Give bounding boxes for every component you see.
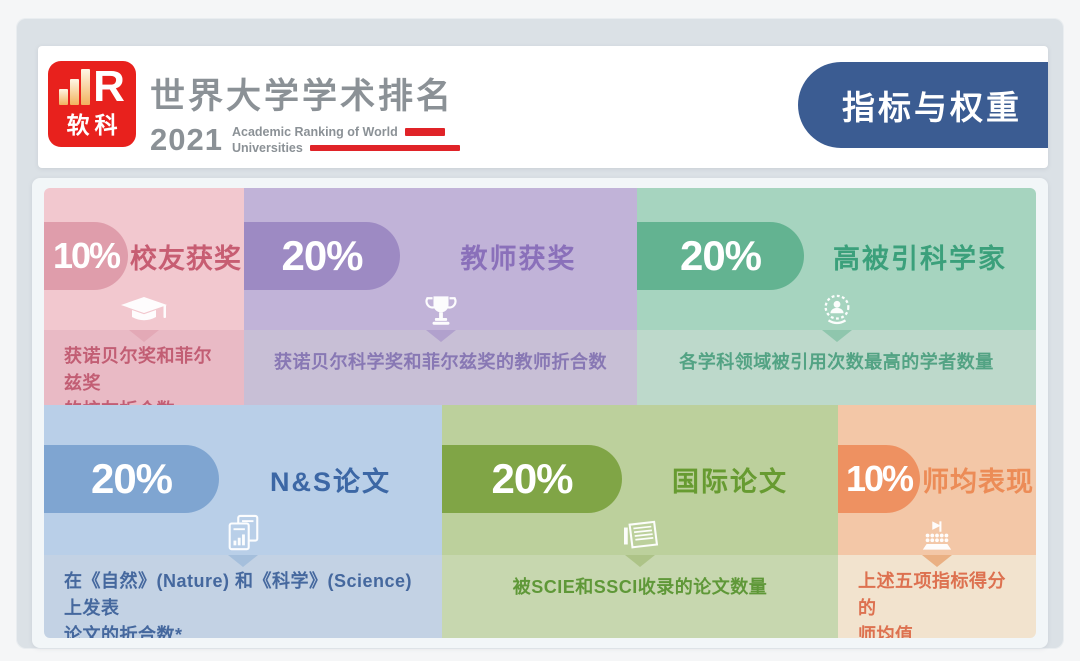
red-dash-icon <box>404 128 445 136</box>
red-line-icon <box>309 145 460 151</box>
weight-percent: 10% <box>845 458 914 499</box>
indicator-desc: 各学科领域被引用次数最高的学者数量 <box>679 352 994 372</box>
logo-r-glyph: R <box>93 61 125 111</box>
document-stack-icon <box>620 520 660 552</box>
card-desc-section: 上述五项指标得分的 师均值 <box>838 555 1036 638</box>
card-grid: 10% 校友获奖 获诺贝尔奖和菲尔兹奖 的校友折合数 <box>44 188 1036 638</box>
card-ns-papers: 20% N&S论文 <box>44 405 442 638</box>
card-desc-section: 获诺贝尔科学奖和菲尔兹奖的教师折合数 <box>244 330 637 405</box>
weight-pill: 20% <box>244 222 400 290</box>
indicator-label: 校友获奖 <box>130 243 242 274</box>
notch-pointer-icon <box>922 555 952 567</box>
card-top-section: 20% 高被引科学家 <box>637 188 1036 330</box>
header-card: R 软科 世界大学学术排名 2021 Academic Ranking of W… <box>38 46 1048 168</box>
papers-icon <box>225 514 261 552</box>
subtitle-line2: Universities <box>231 141 303 155</box>
weight-pill: 10% <box>838 445 920 513</box>
subtitle-line1: Academic Ranking of World <box>231 125 398 139</box>
weight-percent: 20% <box>90 455 173 502</box>
card-desc-section: 在《自然》(Nature) 和《科学》(Science)上发表 论文的折合数* … <box>44 555 442 638</box>
card-desc-section: 被SCIE和SSCI收录的论文数量 <box>442 555 838 638</box>
card-international-papers: 20% 国际论文 <box>442 405 838 638</box>
subtitle: Academic Ranking of World Universities <box>232 125 460 155</box>
indicator-label: N&S论文 <box>269 466 391 497</box>
laurel-scholar-icon <box>820 293 854 327</box>
indicator-desc: 获诺贝尔科学奖和菲尔兹奖的教师折合数 <box>274 352 607 372</box>
weight-pill: 10% <box>44 222 128 290</box>
indicator-desc: 获诺贝尔奖和菲尔兹奖 的校友折合数 <box>64 346 212 405</box>
logo-text: 软科 <box>66 112 123 138</box>
content-panel: 10% 校友获奖 获诺贝尔奖和菲尔兹奖 的校友折合数 <box>32 178 1048 648</box>
notch-pointer-icon <box>625 555 655 567</box>
title-block: 世界大学学术排名 2021 Academic Ranking of World … <box>150 68 460 158</box>
graduation-cap-icon <box>121 297 167 327</box>
page-title: 世界大学学术排名 <box>150 77 455 116</box>
card-highly-cited-researchers: 20% 高被引科学家 各学科领域被引用次数最高的学者数量 <box>637 188 1036 405</box>
ruanke-logo: R 软科 <box>48 61 136 147</box>
card-per-capita-performance: 10% 师均表现 上述五项指标 <box>838 405 1036 638</box>
card-alumni-awards: 10% 校友获奖 获诺贝尔奖和菲尔兹奖 的校友折合数 <box>44 188 244 405</box>
weight-percent: 20% <box>491 455 573 502</box>
indicator-label: 高被引科学家 <box>833 243 1007 274</box>
notch-pointer-icon <box>425 330 456 342</box>
card-top-section: 10% 师均表现 <box>838 405 1036 555</box>
weight-percent: 20% <box>281 232 363 279</box>
indicator-desc: 被SCIE和SSCI收录的论文数量 <box>512 577 768 597</box>
logo-bars-icon: R <box>59 61 125 111</box>
trophy-icon <box>424 294 457 327</box>
indicator-desc: 上述五项指标得分的 师均值 <box>858 571 1006 638</box>
card-desc-section: 获诺贝尔奖和菲尔兹奖 的校友折合数 <box>44 330 244 405</box>
card-top-section: 10% 校友获奖 <box>44 188 244 330</box>
weight-percent: 10% <box>52 235 121 276</box>
weight-pill: 20% <box>637 222 804 290</box>
indicator-label: 国际论文 <box>672 466 788 497</box>
weight-percent: 20% <box>679 232 762 279</box>
card-top-section: 20% 国际论文 <box>442 405 838 555</box>
card-faculty-awards: 20% 教师获奖 <box>244 188 637 405</box>
notch-pointer-icon <box>228 555 258 567</box>
notch-pointer-icon <box>821 330 852 342</box>
indicators-weights-badge: 指标与权重 <box>798 62 1048 148</box>
indicator-label: 教师获奖 <box>460 243 577 274</box>
lectern-icon <box>920 519 954 552</box>
notch-pointer-icon <box>129 330 159 342</box>
year-label: 2021 <box>150 122 223 157</box>
card-desc-section: 各学科领域被引用次数最高的学者数量 <box>637 330 1036 405</box>
weight-pill: 20% <box>442 445 622 513</box>
indicator-desc: 在《自然》(Nature) 和《科学》(Science)上发表 论文的折合数* <box>64 571 413 638</box>
weight-pill: 20% <box>44 445 219 513</box>
indicator-label: 师均表现 <box>922 466 1034 497</box>
card-top-section: 20% 教师获奖 <box>244 188 637 330</box>
card-top-section: 20% N&S论文 <box>44 405 442 555</box>
